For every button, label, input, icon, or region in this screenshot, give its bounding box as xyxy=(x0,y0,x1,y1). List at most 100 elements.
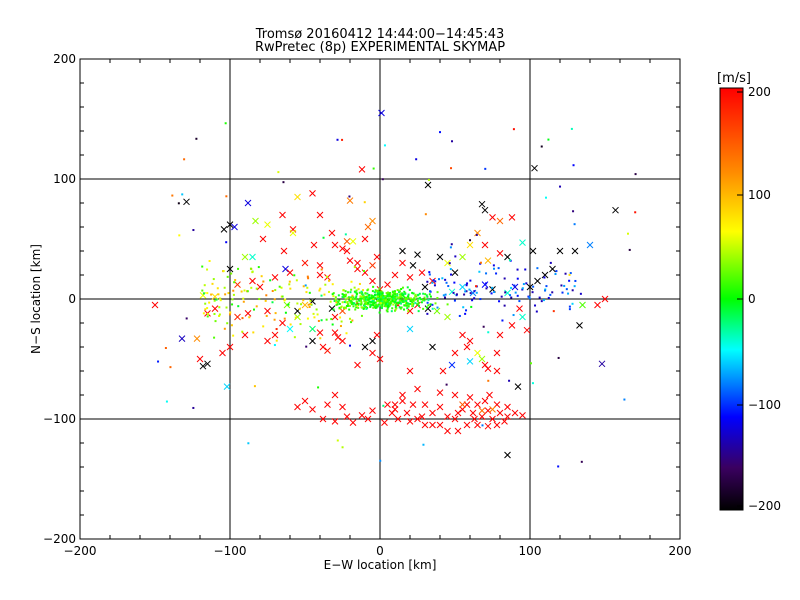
data-point-dot xyxy=(208,301,211,304)
data-point-dot xyxy=(623,398,626,401)
data-point-x-marker xyxy=(394,415,402,423)
data-point-dot xyxy=(370,301,373,304)
data-point-dot xyxy=(373,305,376,308)
data-point-x-marker xyxy=(280,247,288,255)
data-point-x-marker xyxy=(478,413,486,420)
data-point-dot xyxy=(252,308,255,311)
data-point-x-marker xyxy=(279,319,286,327)
data-point-dot xyxy=(564,272,567,275)
data-point-dot xyxy=(390,297,393,300)
data-point-x-marker xyxy=(331,418,339,425)
data-point-dot xyxy=(354,308,357,311)
data-point-dot xyxy=(552,310,555,313)
data-point-dot xyxy=(334,296,337,299)
data-point-dot xyxy=(535,310,538,313)
data-point-dot xyxy=(183,158,186,161)
data-point-dot xyxy=(296,302,299,305)
data-point-dot xyxy=(386,307,389,310)
data-point-x-marker xyxy=(264,337,271,345)
data-point-x-marker xyxy=(399,247,406,255)
data-point-dot xyxy=(376,305,379,308)
data-point-dot xyxy=(329,300,332,303)
data-point-dot xyxy=(381,292,384,295)
data-point-dot xyxy=(355,298,358,301)
data-point-dot xyxy=(362,297,365,300)
data-point-dot xyxy=(213,312,216,315)
data-point-dot xyxy=(354,303,357,306)
data-point-dot xyxy=(327,290,330,293)
data-point-dot xyxy=(351,298,354,301)
data-point-dot xyxy=(206,268,209,271)
data-point-dot xyxy=(398,300,401,303)
data-point-dot xyxy=(289,323,292,326)
data-point-dot xyxy=(531,291,534,294)
x-tick-label: −100 xyxy=(214,544,247,558)
data-point-x-marker xyxy=(339,245,346,252)
data-point-x-marker xyxy=(529,247,537,255)
data-point-dot xyxy=(418,297,421,300)
data-point-x-marker xyxy=(501,418,508,425)
data-point-dot xyxy=(324,283,327,286)
data-point-dot xyxy=(634,211,637,214)
data-point-dot xyxy=(370,295,373,298)
data-point-dot xyxy=(242,300,245,303)
data-point-dot xyxy=(442,294,445,297)
data-point-dot xyxy=(573,285,576,288)
data-point-dot xyxy=(384,300,387,303)
data-point-dot xyxy=(171,194,174,197)
data-point-dot xyxy=(309,299,312,302)
data-point-dot xyxy=(338,302,341,305)
data-point-dot xyxy=(409,302,412,305)
data-point-dot xyxy=(348,344,351,347)
data-point-x-marker xyxy=(486,391,493,399)
data-point-dot xyxy=(497,267,500,270)
data-point-x-marker xyxy=(556,247,564,255)
data-point-dot xyxy=(349,301,352,304)
data-point-x-marker xyxy=(429,277,436,285)
data-point-dot xyxy=(233,281,236,284)
data-point-dot xyxy=(255,305,258,308)
data-point-dot xyxy=(563,284,566,287)
x-axis-label: E−W location [km] xyxy=(324,558,437,572)
data-point-dot xyxy=(429,303,432,306)
data-point-x-marker xyxy=(271,331,279,339)
data-point-dot xyxy=(343,301,346,304)
data-point-dot xyxy=(475,233,478,236)
data-point-dot xyxy=(403,308,406,311)
data-point-dot xyxy=(437,278,440,281)
data-point-dot xyxy=(265,294,268,297)
data-point-dot xyxy=(540,145,543,148)
data-point-dot xyxy=(362,270,365,273)
data-point-dot xyxy=(388,293,391,296)
data-point-dot xyxy=(380,305,383,308)
data-point-x-marker xyxy=(369,349,376,357)
data-point-dot xyxy=(389,293,392,296)
data-point-dot xyxy=(322,236,325,239)
colorbar-tick-label: −100 xyxy=(748,398,781,412)
data-point-dot xyxy=(569,272,572,275)
data-point-x-marker xyxy=(444,313,451,321)
data-point-dot xyxy=(225,241,228,244)
data-point-x-marker xyxy=(324,401,331,408)
data-point-dot xyxy=(192,229,195,232)
data-point-dot xyxy=(429,295,432,298)
data-point-x-marker xyxy=(358,166,366,173)
data-point-x-marker xyxy=(183,198,190,206)
data-point-dot xyxy=(337,294,340,297)
data-point-dot xyxy=(363,299,366,302)
data-point-dot xyxy=(319,337,322,340)
data-point-x-marker xyxy=(466,358,474,365)
data-point-x-marker xyxy=(469,409,477,417)
data-point-dot xyxy=(543,276,546,279)
chart-subtitle: RwPretec (8p) EXPERIMENTAL SKYMAP xyxy=(255,40,505,55)
data-point-dot xyxy=(373,297,376,300)
data-point-dot xyxy=(392,299,395,302)
data-point-dot xyxy=(336,439,339,442)
data-point-dot xyxy=(202,292,205,295)
y-axis-label: N−S location [km] xyxy=(29,244,43,354)
data-point-dot xyxy=(212,278,215,281)
data-point-dot xyxy=(464,290,467,293)
data-point-dot xyxy=(464,312,467,315)
data-point-x-marker xyxy=(364,415,372,423)
data-point-dot xyxy=(331,283,334,286)
